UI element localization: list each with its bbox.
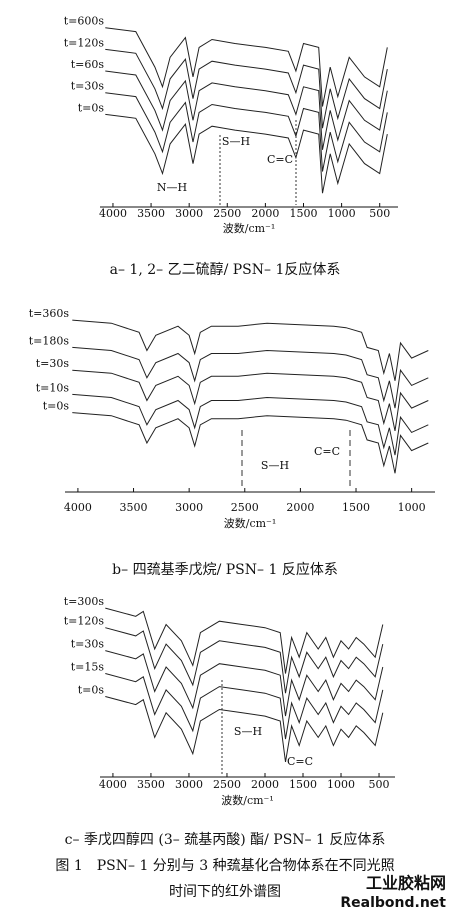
series-label: t=60s: [71, 58, 105, 71]
figure-caption: 时间下的红外谱图: [169, 884, 281, 900]
spectrum-line: [105, 27, 388, 107]
series-label: t=360s: [29, 307, 70, 320]
spectrum-line: [72, 393, 429, 456]
x-tick-label: 3000: [175, 207, 203, 220]
x-tick-label: 2000: [251, 207, 279, 220]
spectrum-line: [105, 696, 384, 762]
series-label: t=10s: [36, 381, 70, 394]
spectrum-line: [105, 113, 388, 194]
figure-caption: 图 1 PSN– 1 分别与 3 种巯基化合物体系在不同光照: [55, 857, 394, 874]
series-label: t=0s: [43, 400, 70, 413]
annotation: C=C: [287, 755, 313, 768]
spectrum-line: [72, 346, 429, 409]
series-label: t=30s: [71, 80, 105, 93]
x-tick-label: 4000: [64, 501, 92, 514]
x-tick-label: 1000: [327, 778, 355, 791]
spectrum-line: [105, 92, 388, 172]
x-tick-label: 4000: [99, 778, 127, 791]
series-label: t=0s: [78, 101, 105, 114]
x-tick-label: 1000: [328, 207, 356, 220]
x-tick-label: 500: [369, 778, 390, 791]
annotation: S—H: [234, 725, 262, 738]
x-tick-label: 2500: [231, 501, 259, 514]
panel-caption: a– 1, 2– 乙二硫醇/ PSN– 1反应体系: [110, 261, 341, 278]
x-tick-label: 2500: [213, 207, 241, 220]
series-label: t=30s: [71, 638, 105, 651]
annotation: C=C: [314, 445, 340, 458]
spectrum-line: [105, 48, 388, 129]
series-label: t=180s: [29, 334, 70, 347]
watermark: Realbond.net: [340, 895, 446, 911]
x-tick-label: 2000: [286, 501, 314, 514]
annotation: C=C: [267, 153, 293, 166]
spectrum-line: [72, 369, 429, 432]
x-tick-label: 3500: [120, 501, 148, 514]
x-tick-label: 2500: [213, 778, 241, 791]
x-tick-label: 3000: [175, 778, 203, 791]
series-label: t=30s: [36, 357, 70, 370]
panel-caption: c– 季戊四醇四 (3– 巯基丙酸) 酯/ PSN– 1 反应体系: [65, 831, 386, 848]
series-label: t=300s: [64, 595, 105, 608]
x-tick-label: 4000: [99, 207, 127, 220]
x-tick-label: 500: [369, 207, 390, 220]
annotation: N—H: [157, 181, 187, 194]
x-tick-label: 3500: [137, 207, 165, 220]
spectrum-line: [72, 319, 429, 381]
spectrum-line: [105, 70, 388, 150]
annotation: S—H: [261, 459, 289, 472]
spectrum-line: [72, 412, 429, 474]
spectrum-line: [105, 673, 384, 740]
x-tick-label: 3000: [175, 501, 203, 514]
spectrum-line: [105, 650, 384, 717]
spectrum-line: [105, 627, 384, 694]
x-tick-label: 1500: [289, 778, 317, 791]
x-tick-label: 3500: [137, 778, 165, 791]
series-label: t=15s: [71, 661, 105, 674]
watermark: 工业胶粘网: [366, 874, 446, 893]
panel-caption: b– 四巯基季戊烷/ PSN– 1 反应体系: [112, 561, 338, 578]
x-tick-label: 1000: [398, 501, 426, 514]
x-axis-title: 波数/cm⁻¹: [223, 222, 276, 235]
series-label: t=120s: [64, 36, 105, 49]
spectrum-line: [105, 607, 384, 674]
series-label: t=120s: [64, 615, 105, 628]
x-tick-label: 2000: [251, 778, 279, 791]
x-tick-label: 1500: [342, 501, 370, 514]
x-tick-label: 1500: [289, 207, 317, 220]
annotation: S—H: [222, 135, 250, 148]
x-axis-title: 波数/cm⁻¹: [224, 517, 277, 530]
series-label: t=600s: [64, 15, 105, 28]
x-axis-title: 波数/cm⁻¹: [221, 794, 274, 807]
series-label: t=0s: [78, 683, 105, 696]
